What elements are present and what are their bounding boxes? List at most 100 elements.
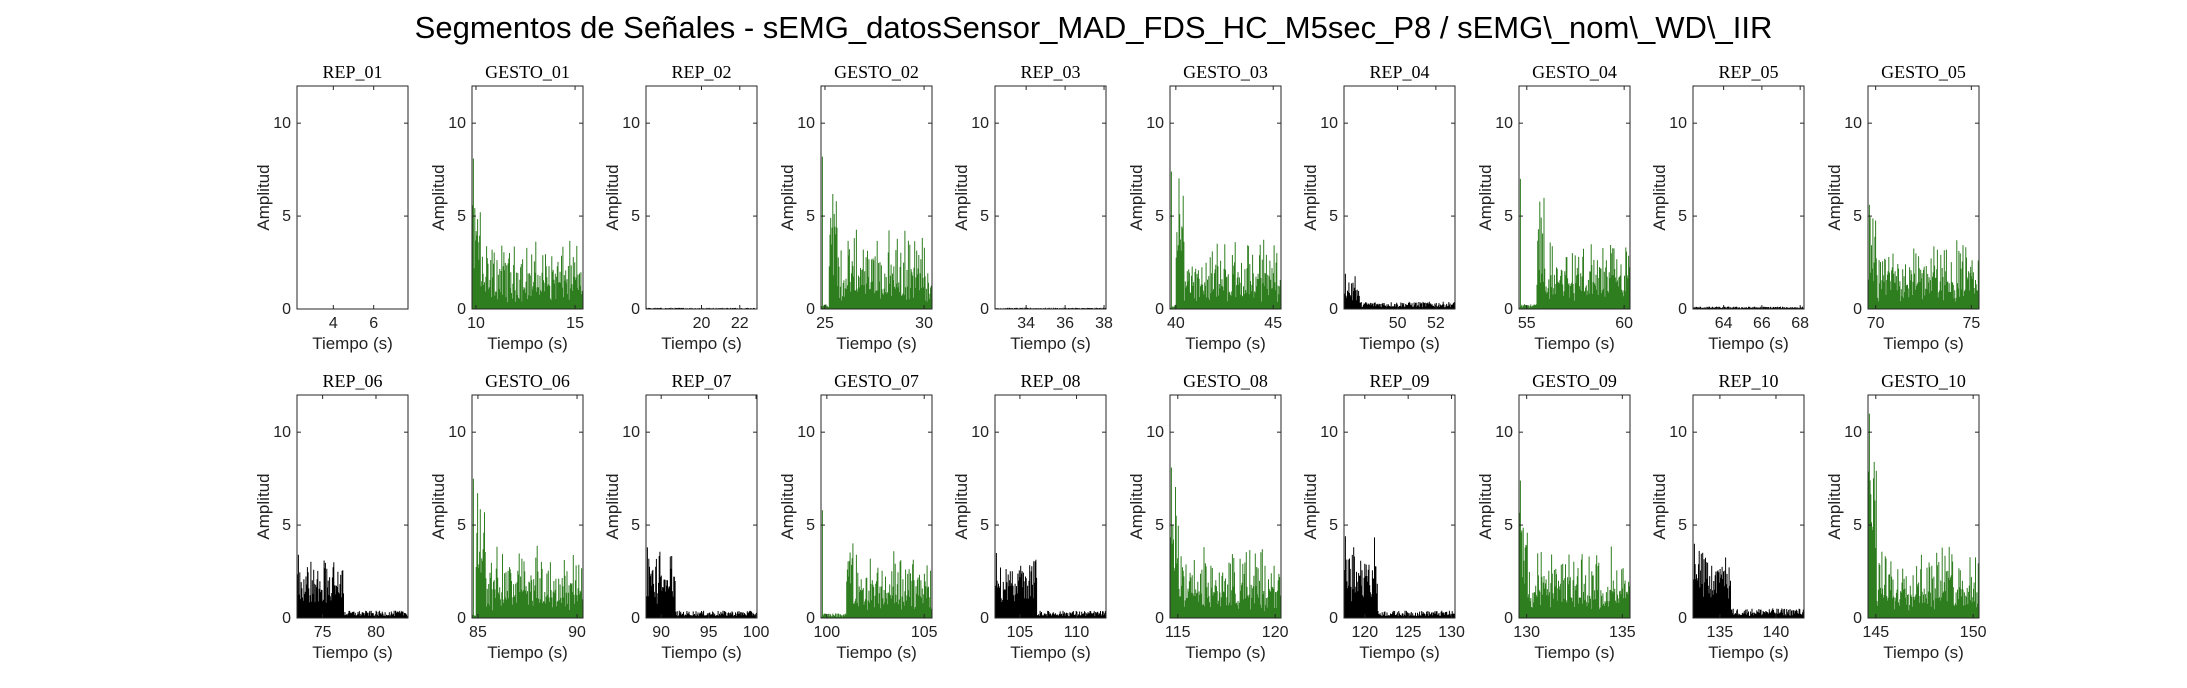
y-tick-label: 0 (1329, 610, 1338, 627)
axes-frame (1867, 394, 1980, 619)
x-tick-label: 125 (1395, 624, 1422, 641)
axes-frame (645, 85, 758, 310)
axes-frame (1343, 85, 1456, 310)
axes-frame (820, 85, 933, 310)
axes-frame (645, 394, 758, 619)
signal-trace (1343, 273, 1456, 309)
x-tick-label: 135 (1609, 624, 1636, 641)
subplot-title: REP_06 (322, 371, 382, 391)
y-axis-label: Amplitud (429, 164, 448, 230)
x-axis-label: Tiempo (s) (1010, 643, 1091, 662)
y-tick-label: 10 (1844, 115, 1862, 132)
subplot-gesto-04: 0 5 10 55 60 GESTO_04 Tiempo (s) Amplitud (1476, 62, 1633, 353)
subplot-rep-02: 0 5 10 20 22 REP_02 Tiempo (s) Amplitud (603, 62, 758, 353)
subplot-rep-01: 0 5 10 4 6 REP_01 Tiempo (s) Amplitud (254, 62, 409, 353)
x-tick-label: 110 (1064, 624, 1090, 641)
y-tick-label: 10 (1844, 424, 1862, 441)
subplot-title: GESTO_05 (1881, 62, 1966, 82)
x-tick-label: 120 (1262, 624, 1289, 641)
signal-trace (1169, 171, 1282, 309)
subplot-rep-10: 0 5 10 135 140 REP_10 Tiempo (s) Amplitud (1650, 371, 1805, 662)
y-tick-label: 5 (1329, 517, 1338, 534)
y-tick-label: 10 (971, 115, 989, 132)
y-axis-label: Amplitud (1127, 473, 1146, 539)
subplot-rep-07: 0 5 10 90 95 100 REP_07 Tiempo (s) Amplitud (603, 371, 769, 662)
x-tick-label: 15 (566, 315, 584, 332)
axes-frame (994, 85, 1107, 310)
y-axis-label: Amplitud (1825, 473, 1844, 539)
signal-trace (1518, 480, 1631, 618)
y-axis-label: Amplitud (429, 473, 448, 539)
x-tick-label: 52 (1427, 315, 1445, 332)
y-tick-label: 5 (1155, 208, 1164, 225)
x-tick-label: 66 (1753, 315, 1771, 332)
x-tick-label: 22 (731, 315, 749, 332)
y-tick-label: 5 (457, 208, 466, 225)
subplot-gesto-01: 0 5 10 10 15 GESTO_01 Tiempo (s) Amplitud (429, 62, 584, 353)
x-tick-label: 4 (329, 315, 338, 332)
subplot-rep-09: 0 5 10 120 125 130 REP_09 Tiempo (s) Amplitud (1301, 371, 1465, 662)
subplot-title: REP_02 (671, 62, 731, 82)
x-axis-label: Tiempo (s) (312, 643, 393, 662)
y-tick-label: 10 (1495, 115, 1513, 132)
subplot-title: GESTO_09 (1532, 371, 1617, 391)
y-tick-label: 10 (273, 115, 291, 132)
y-axis-label: Amplitud (1650, 473, 1669, 539)
subplot-title: REP_03 (1020, 62, 1080, 82)
subplot-gesto-10: 0 5 10 145 150 GESTO_10 Tiempo (s) Amplitud (1825, 371, 1987, 662)
y-tick-label: 10 (1146, 424, 1164, 441)
x-tick-label: 60 (1615, 315, 1633, 332)
y-tick-label: 0 (806, 610, 815, 627)
y-tick-label: 10 (1669, 115, 1687, 132)
x-axis-label: Tiempo (s) (661, 643, 742, 662)
subplot-title: REP_08 (1020, 371, 1080, 391)
x-tick-label: 6 (369, 315, 378, 332)
y-tick-label: 0 (1853, 301, 1862, 318)
y-tick-label: 10 (971, 424, 989, 441)
x-tick-label: 115 (1165, 624, 1191, 641)
x-axis-label: Tiempo (s) (661, 334, 742, 353)
y-tick-label: 10 (1320, 115, 1338, 132)
y-axis-label: Amplitud (778, 473, 797, 539)
axes-frame (296, 394, 409, 619)
x-axis-label: Tiempo (s) (1708, 643, 1789, 662)
y-tick-label: 5 (1678, 517, 1687, 534)
y-tick-label: 10 (622, 115, 640, 132)
x-tick-label: 80 (367, 624, 385, 641)
x-axis-label: Tiempo (s) (1883, 334, 1964, 353)
y-axis-label: Amplitud (1476, 473, 1495, 539)
x-tick-label: 105 (1007, 624, 1034, 641)
signal-trace (994, 553, 1107, 618)
y-tick-label: 0 (631, 301, 640, 318)
x-tick-label: 34 (1017, 315, 1035, 332)
x-axis-label: Tiempo (s) (836, 643, 917, 662)
signal-trace (820, 156, 933, 309)
y-tick-label: 5 (1155, 517, 1164, 534)
y-tick-label: 0 (1678, 301, 1687, 318)
x-axis-label: Tiempo (s) (1534, 334, 1615, 353)
y-tick-label: 10 (622, 424, 640, 441)
x-axis-label: Tiempo (s) (1359, 334, 1440, 353)
y-tick-label: 0 (1504, 301, 1513, 318)
y-tick-label: 0 (457, 301, 466, 318)
x-axis-label: Tiempo (s) (1883, 643, 1964, 662)
y-tick-label: 0 (282, 301, 291, 318)
subplot-gesto-07: 0 5 10 100 105 GESTO_07 Tiempo (s) Amplitud (778, 371, 938, 662)
subplot-title: REP_09 (1369, 371, 1429, 391)
x-tick-label: 100 (813, 624, 840, 641)
x-tick-label: 50 (1389, 315, 1407, 332)
y-axis-label: Amplitud (952, 473, 971, 539)
y-tick-label: 0 (1853, 610, 1862, 627)
subplot-title: GESTO_06 (485, 371, 570, 391)
x-tick-label: 120 (1351, 624, 1378, 641)
y-tick-label: 0 (1155, 301, 1164, 318)
x-tick-label: 130 (1438, 624, 1465, 641)
y-tick-label: 10 (273, 424, 291, 441)
y-tick-label: 10 (797, 424, 815, 441)
y-tick-label: 5 (631, 517, 640, 534)
signal-trace (820, 510, 933, 618)
x-tick-label: 25 (816, 315, 834, 332)
y-tick-label: 0 (282, 610, 291, 627)
y-tick-label: 5 (1504, 517, 1513, 534)
